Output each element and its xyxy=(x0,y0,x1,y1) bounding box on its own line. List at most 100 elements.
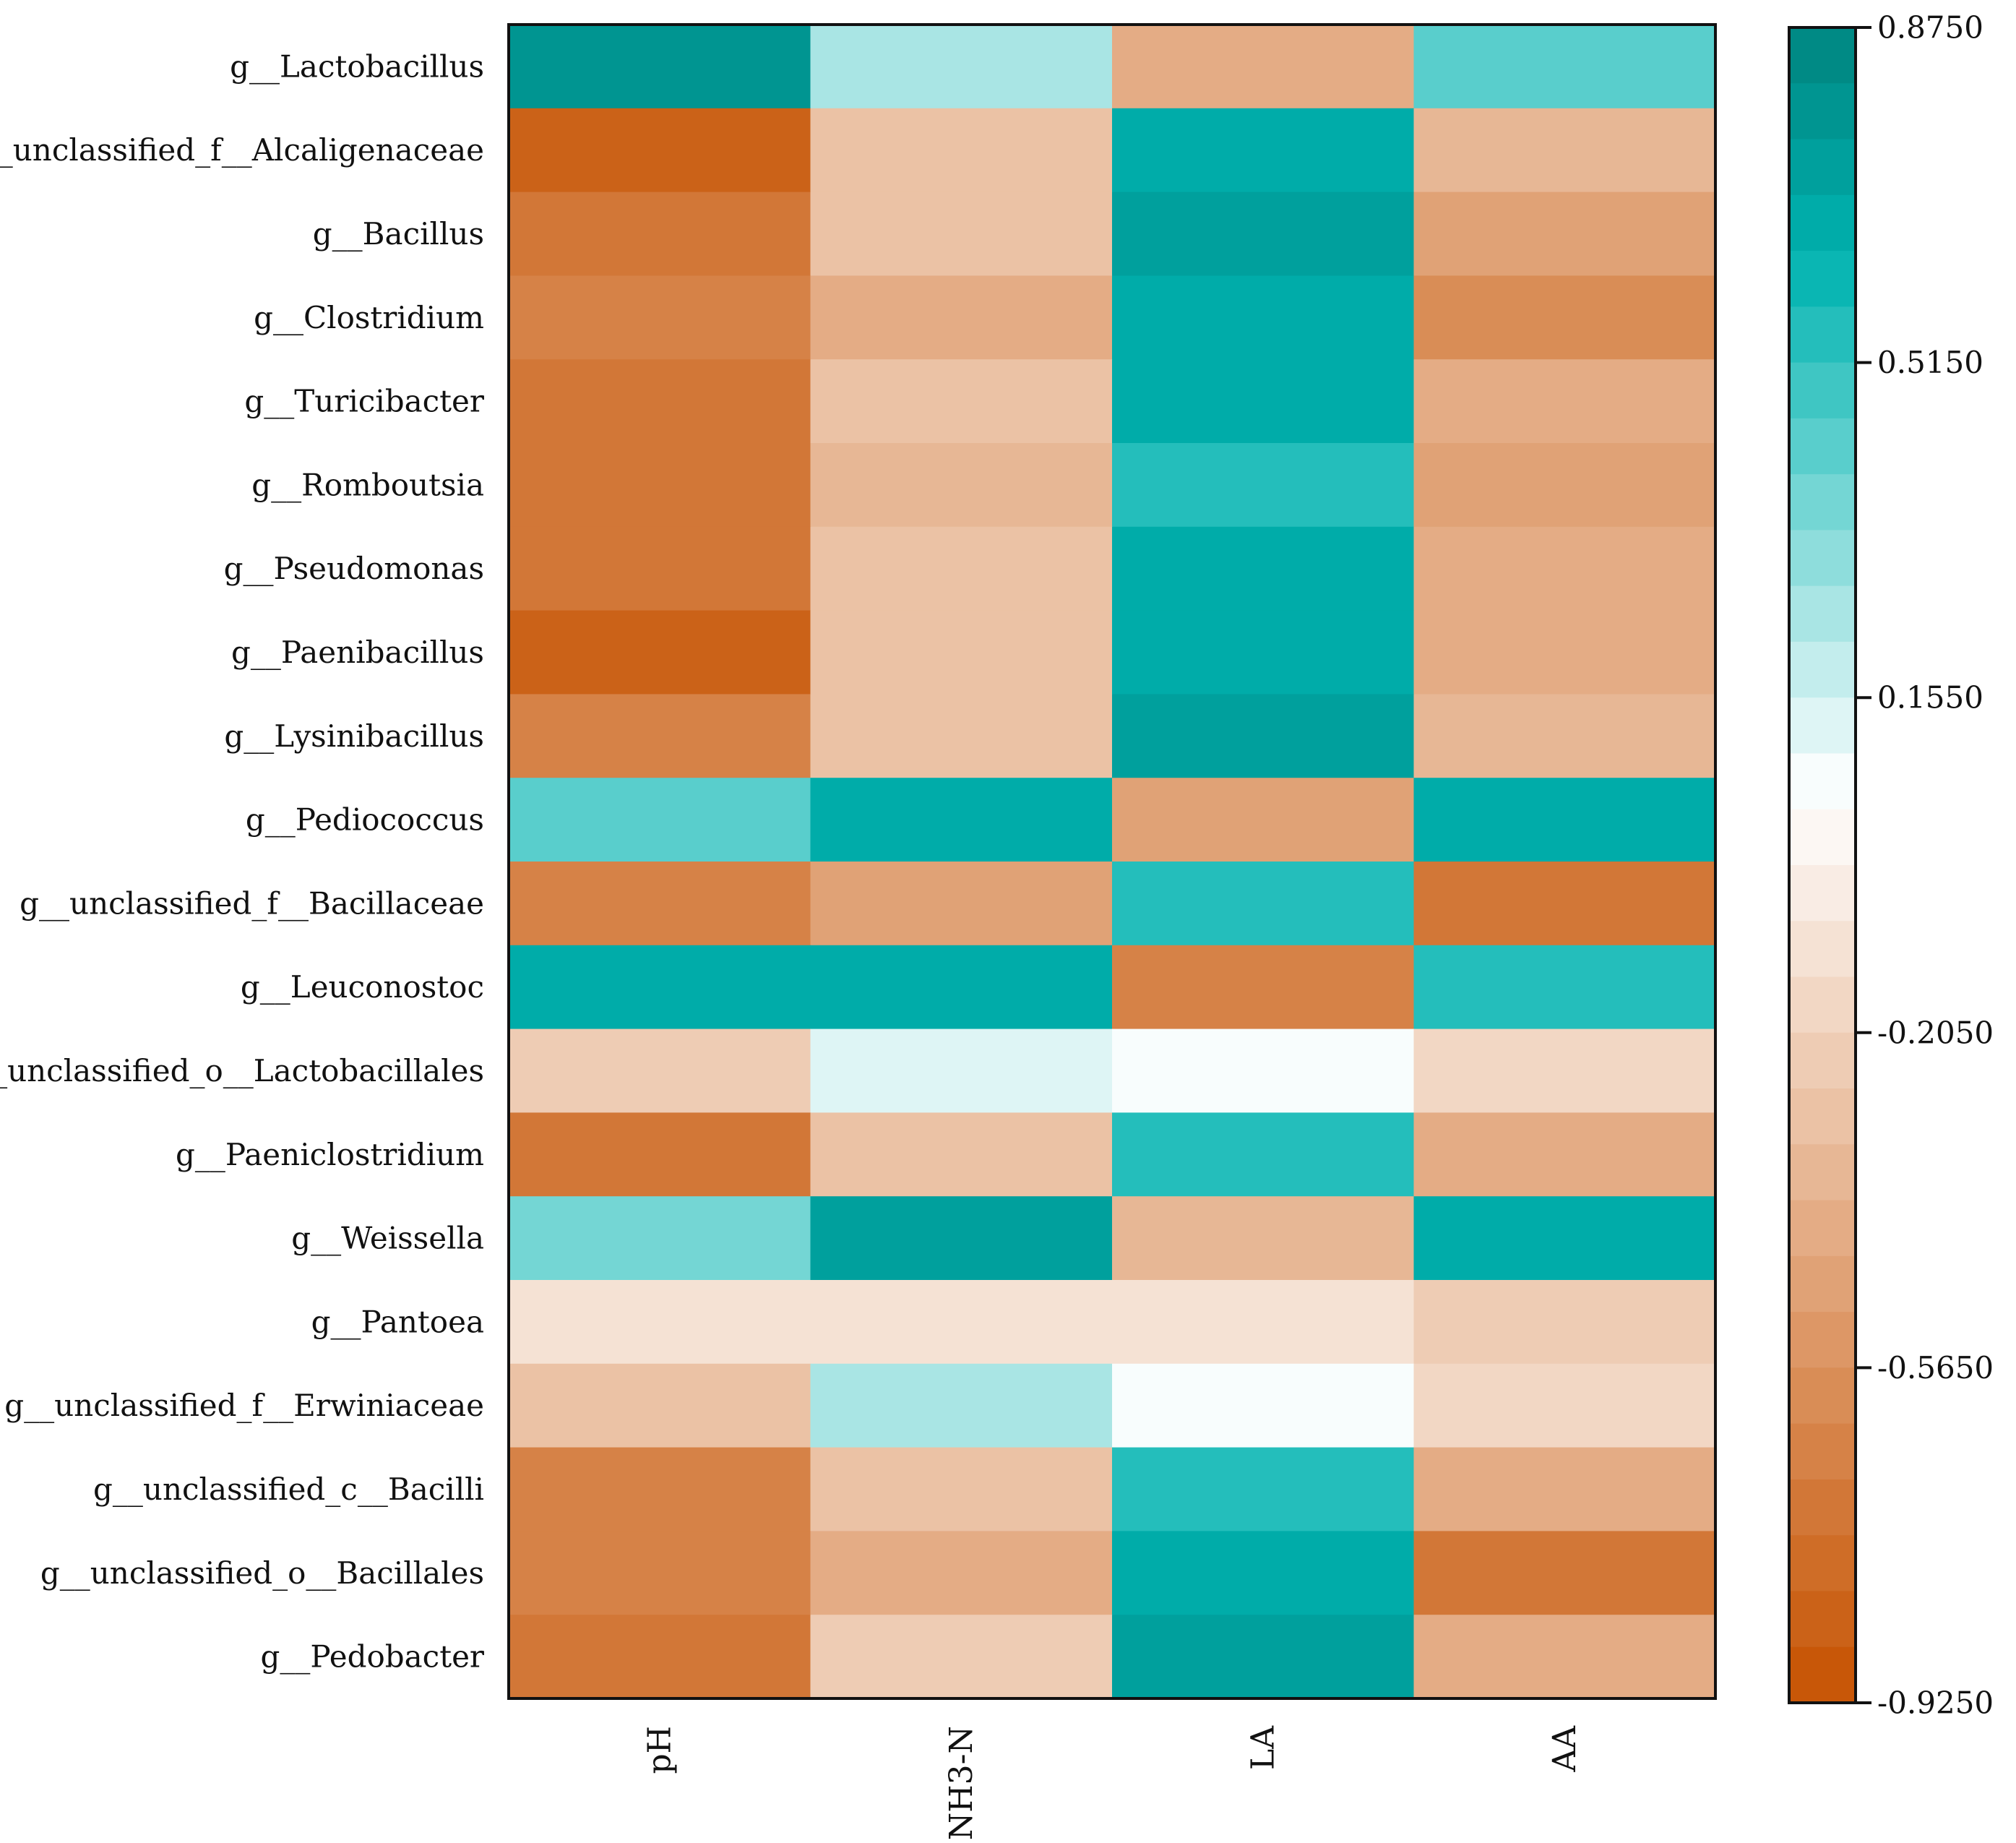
row-label: g__unclassified_f__Bacillaceae xyxy=(20,885,484,921)
heatmap-cell xyxy=(1413,945,1716,1030)
heatmap-cell xyxy=(1112,275,1415,360)
colorbar-step xyxy=(1789,306,1856,364)
colorbar-step xyxy=(1789,976,1856,1034)
row-label: g__Paenibacillus xyxy=(231,635,484,670)
row-label: g__unclassified_c__Bacilli xyxy=(93,1472,484,1507)
heatmap-cell xyxy=(810,1028,1113,1113)
colorbar-step xyxy=(1789,921,1856,978)
row-label: g__unclassified_f__Erwiniaceae xyxy=(4,1388,484,1423)
heatmap-cell xyxy=(810,1196,1113,1281)
heatmap-cell xyxy=(1413,526,1716,611)
colorbar-step xyxy=(1789,641,1856,698)
colorbar-step xyxy=(1789,1144,1856,1201)
heatmap-cell xyxy=(509,25,811,109)
heatmap-cell xyxy=(1112,610,1415,695)
heatmap-cell xyxy=(1413,1028,1716,1113)
heatmap-cell xyxy=(1112,25,1415,109)
colorbar-step xyxy=(1789,530,1856,587)
heatmap-cell xyxy=(1413,1531,1716,1615)
heatmap-cell xyxy=(509,1280,811,1365)
heatmap-cell xyxy=(1112,1028,1415,1113)
heatmap-cell xyxy=(509,526,811,611)
heatmap-cell xyxy=(509,1447,811,1531)
heatmap-cell xyxy=(1413,275,1716,360)
heatmap-cell xyxy=(1112,1447,1415,1531)
heatmap-cell xyxy=(509,275,811,360)
heatmap-cell xyxy=(1413,443,1716,528)
heatmap-cell xyxy=(1413,1363,1716,1448)
colorbar-tick-label: 0.5150 xyxy=(1877,345,1983,380)
heatmap-cell xyxy=(509,862,811,946)
colorbar-tick-label: -0.2050 xyxy=(1877,1015,1994,1050)
heatmap-cell xyxy=(509,1615,811,1699)
heatmap-cell xyxy=(1413,1280,1716,1365)
heatmap-cell xyxy=(1413,862,1716,946)
row-label: g__Pseudomonas xyxy=(224,551,484,586)
row-label: g__Pantoea xyxy=(311,1304,484,1339)
heatmap-cell xyxy=(1112,192,1415,276)
heatmap-cell xyxy=(1112,1280,1415,1365)
colorbar-tick-label: 0.8750 xyxy=(1877,10,1983,46)
row-label: g__unclassified_o__Lactobacillales xyxy=(0,1053,484,1088)
colorbar-step xyxy=(1789,1367,1856,1425)
column-labels: pH NH3-N LA AA xyxy=(641,1725,1583,1840)
heatmap-cell xyxy=(1413,1615,1716,1699)
colorbar-step xyxy=(1789,27,1856,84)
heatmap-cell xyxy=(1413,778,1716,862)
colorbar-ticks: 0.8750 0.5150 0.1550 -0.2050 -0.5650 -0.9250 xyxy=(1856,10,1994,1721)
heatmap-cell xyxy=(810,1280,1113,1365)
heatmap-cell xyxy=(1413,192,1716,276)
colorbar-step xyxy=(1789,1535,1856,1592)
heatmap-cell xyxy=(509,694,811,778)
column-label: AA xyxy=(1546,1725,1583,1773)
colorbar-step xyxy=(1789,1255,1856,1313)
heatmap-cell xyxy=(810,443,1113,528)
colorbar-step xyxy=(1789,1200,1856,1257)
colorbar-step xyxy=(1789,83,1856,140)
colorbar-step xyxy=(1789,1479,1856,1536)
heatmap-cell xyxy=(509,443,811,528)
heatmap-cell xyxy=(509,192,811,276)
colorbar-tick-label: -0.9250 xyxy=(1877,1685,1994,1721)
column-label: LA xyxy=(1244,1725,1281,1770)
heatmap-cell xyxy=(1112,778,1415,862)
row-label: g__Weissella xyxy=(291,1221,484,1256)
heatmap-cell xyxy=(1413,25,1716,109)
heatmap-cell xyxy=(1112,694,1415,778)
heatmap-cell xyxy=(509,1112,811,1197)
heatmap-cell xyxy=(509,778,811,862)
heatmap-cell xyxy=(509,359,811,444)
column-label: NH3-N xyxy=(943,1726,980,1840)
heatmap-cell xyxy=(1112,945,1415,1030)
heatmap-cell xyxy=(1413,1196,1716,1281)
colorbar-step xyxy=(1789,418,1856,475)
heatmap-cell xyxy=(509,945,811,1030)
row-labels: g__Lactobacillus g__unclassified_f__Alcal… xyxy=(0,48,485,1674)
heatmap-cells xyxy=(509,25,1716,1699)
heatmap-cell xyxy=(810,945,1113,1030)
heatmap-cell xyxy=(810,526,1113,611)
heatmap-cell xyxy=(1413,359,1716,444)
heatmap-cell xyxy=(1413,1447,1716,1531)
heatmap-cell xyxy=(1112,1531,1415,1615)
row-label: g__Lactobacillus xyxy=(230,48,484,84)
heatmap-cell xyxy=(1413,108,1716,193)
plot-frame xyxy=(507,23,1717,1700)
row-label: g__unclassified_o__Bacillales xyxy=(40,1555,484,1591)
colorbar-step xyxy=(1789,1088,1856,1145)
heatmap-cell xyxy=(509,1196,811,1281)
heatmap-cell xyxy=(810,862,1113,946)
heatmap-cell xyxy=(810,359,1113,444)
colorbar-step xyxy=(1789,865,1856,922)
colorbar-tick-label: 0.1550 xyxy=(1877,680,1983,716)
heatmap-cell xyxy=(810,192,1113,276)
row-label: g__Paeniclostridium xyxy=(176,1137,484,1172)
colorbar xyxy=(1789,27,1856,1704)
colorbar-step xyxy=(1789,474,1856,530)
heatmap-cell xyxy=(810,1615,1113,1699)
row-label: g__Lysinibacillus xyxy=(224,718,484,754)
colorbar-step xyxy=(1789,1423,1856,1480)
colorbar-step xyxy=(1789,362,1856,419)
colorbar-step xyxy=(1789,753,1856,810)
